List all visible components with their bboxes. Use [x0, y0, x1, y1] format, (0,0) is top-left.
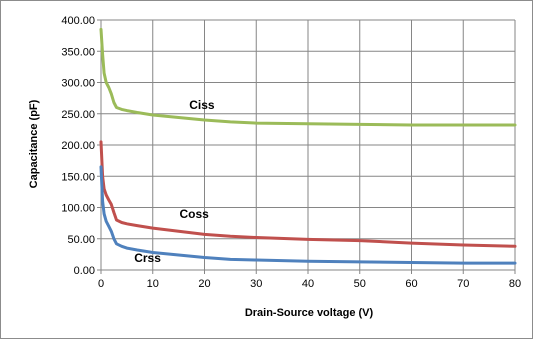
- y-tick-label: 300.00: [61, 78, 95, 90]
- y-tick-label: 250.00: [61, 109, 95, 121]
- x-tick-label: 10: [147, 278, 159, 290]
- x-tick-label: 30: [250, 278, 262, 290]
- y-tick-label: 150.00: [61, 171, 95, 183]
- series-line-ciss: [99, 27, 517, 127]
- y-tick-label: 350.00: [61, 46, 95, 58]
- y-tick-label: 400.00: [61, 15, 95, 27]
- series-label-crss: Crss: [134, 251, 161, 265]
- y-tick-label: 50.00: [67, 234, 95, 246]
- series-line-coss: [99, 140, 517, 248]
- y-tick-label: 0.00: [74, 265, 95, 277]
- tick-labels: 0.00 50.00 100.00 150.00 200.00 250.00 300.00 3…: [61, 15, 521, 290]
- x-tick-label: 50: [354, 278, 366, 290]
- series-line-crss: [99, 165, 517, 265]
- x-axis-title: Drain-Source voltage (V): [245, 307, 374, 319]
- series-label-coss: Coss: [179, 207, 209, 221]
- series-lines: [99, 27, 517, 265]
- x-tick-label: 40: [302, 278, 314, 290]
- x-tick-label: 0: [98, 278, 104, 290]
- x-tick-label: 60: [405, 278, 417, 290]
- x-tick-label: 20: [198, 278, 210, 290]
- y-axis-title: Capacitance (pF): [28, 99, 40, 188]
- y-tick-label: 200.00: [61, 140, 95, 152]
- series-label-ciss: Ciss: [189, 98, 215, 112]
- y-tick-label: 100.00: [61, 203, 95, 215]
- x-tick-label: 80: [509, 278, 521, 290]
- annotations: Ciss Coss Crss: [134, 98, 215, 265]
- x-tick-label: 70: [457, 278, 469, 290]
